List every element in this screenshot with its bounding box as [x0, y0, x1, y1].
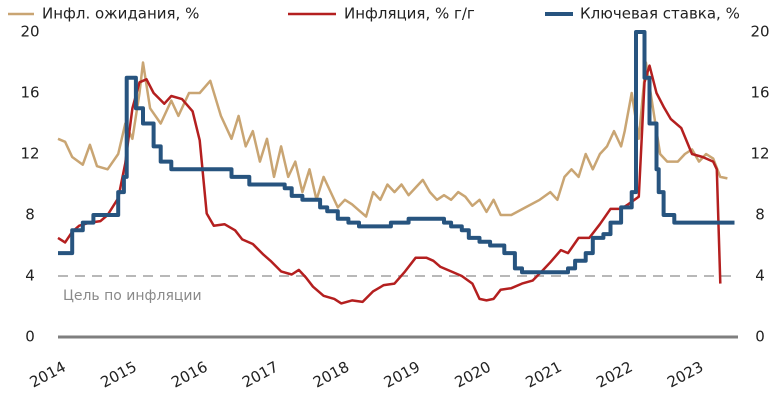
y2-tick-label: 8 [755, 206, 765, 224]
x-tick-label: 2021 [523, 358, 565, 392]
legend-label: Инфляция, % г/г [344, 5, 475, 23]
y-tick-label: 4 [25, 267, 35, 285]
y-tick-label: 12 [20, 145, 39, 163]
x-tick-label: 2019 [381, 358, 423, 392]
y2-tick-label: 0 [755, 328, 765, 346]
y-tick-label: 16 [20, 84, 39, 102]
x-tick-label: 2014 [27, 358, 69, 392]
legend-label: Ключевая ставка, % [580, 5, 740, 23]
y-tick-label: 0 [25, 328, 35, 346]
x-tick-label: 2015 [98, 358, 140, 392]
x-tick-label: 2017 [239, 358, 281, 392]
y2-tick-label: 16 [750, 84, 769, 102]
y2-tick-label: 12 [750, 145, 769, 163]
x-tick-label: 2023 [664, 358, 706, 392]
y2-tick-label: 20 [750, 23, 769, 41]
x-tick-label: 2022 [593, 358, 635, 392]
series-line [57, 64, 722, 305]
x-tick-label: 2018 [310, 358, 352, 392]
y2-tick-label: 4 [755, 267, 765, 285]
series-line [58, 30, 735, 275]
x-tick-label: 2020 [452, 358, 494, 392]
x-tick-label: 2016 [168, 358, 210, 392]
series-line [57, 61, 728, 218]
y-tick-label: 20 [20, 23, 39, 41]
y-tick-label: 8 [25, 206, 35, 224]
legend-label: Инфл. ожидания, % [42, 5, 199, 23]
target-label: Цель по инфляции [63, 288, 202, 304]
